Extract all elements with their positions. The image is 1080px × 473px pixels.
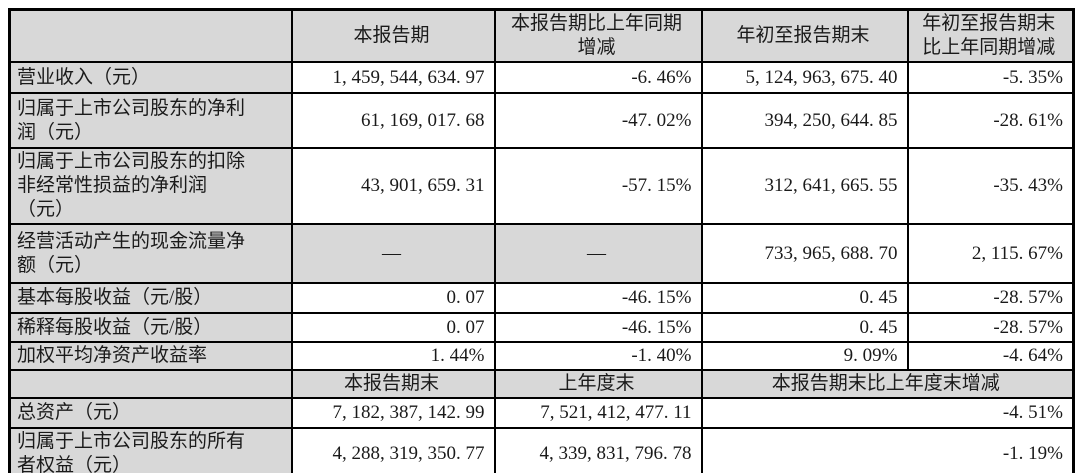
header-row-period-end: 本报告期末 上年度末 本报告期末比上年度末增减: [8, 369, 1075, 399]
cell-current: 61, 169, 017. 68: [290, 92, 496, 149]
cell-ytd-yoy-change: -35. 43%: [906, 147, 1075, 225]
row-label: 基本每股收益（元/股）: [8, 282, 293, 314]
cell-ytd-yoy-change: -28. 57%: [906, 282, 1075, 314]
header-row-period: 本报告期 本报告期比上年同期 增减 年初至报告期末 年初至报告期末 比上年同期增…: [8, 8, 1075, 63]
row-label: 归属于上市公司股东的所有 者权益（元）: [8, 427, 293, 473]
cell-ytd: 9. 09%: [700, 341, 909, 371]
cell-ytd-yoy-change: -28. 57%: [906, 312, 1075, 343]
cell-yoy-change: -6. 46%: [493, 61, 703, 94]
cell-current: 0. 07: [290, 312, 496, 343]
corner-cell: [8, 369, 293, 399]
cell-yoy-change: -46. 15%: [493, 312, 703, 343]
cell-yoy-change: -1. 40%: [493, 341, 703, 371]
table-row-diluted-eps: 稀释每股收益（元/股） 0. 07 -46. 15% 0. 45 -28. 57…: [8, 312, 1075, 343]
cell-ytd: 5, 124, 963, 675. 40: [700, 61, 909, 94]
cell-ytd-yoy-change: -4. 64%: [906, 341, 1075, 371]
table-row-basic-eps: 基本每股收益（元/股） 0. 07 -46. 15% 0. 45 -28. 57…: [8, 282, 1075, 314]
row-label: 经营活动产生的现金流量净 额（元）: [8, 223, 293, 284]
cell-ytd: 394, 250, 644. 85: [700, 92, 909, 149]
cell-ytd: 0. 45: [700, 282, 909, 314]
cell-ytd: 733, 965, 688. 70: [700, 223, 909, 284]
cell-prior-year-end: 7, 521, 412, 477. 11: [493, 397, 703, 429]
cell-ytd: 312, 641, 665. 55: [700, 147, 909, 225]
cell-period-end-change: -1. 19%: [700, 427, 1075, 473]
cell-ytd: 0. 45: [700, 312, 909, 343]
cell-ytd-yoy-change: -28. 61%: [906, 92, 1075, 149]
col-header-ytd-yoy-change: 年初至报告期末 比上年同期增减: [906, 8, 1075, 63]
cell-yoy-change: -47. 02%: [493, 92, 703, 149]
table-row-total-assets: 总资产（元） 7, 182, 387, 142. 99 7, 521, 412,…: [8, 397, 1075, 429]
col-header-prior-year-end: 上年度末: [493, 369, 703, 399]
row-label: 营业收入（元）: [8, 61, 293, 94]
cell-current: 1. 44%: [290, 341, 496, 371]
row-label: 稀释每股收益（元/股）: [8, 312, 293, 343]
cell-yoy-change: -57. 15%: [493, 147, 703, 225]
corner-cell: [8, 8, 293, 63]
cell-yoy-change-dash: —: [493, 223, 703, 284]
table-row-net-profit: 归属于上市公司股东的净利 润（元） 61, 169, 017. 68 -47. …: [8, 92, 1075, 149]
row-label: 归属于上市公司股东的扣除 非经常性损益的净利润 （元）: [8, 147, 293, 225]
financial-indicators-table: 本报告期 本报告期比上年同期 增减 年初至报告期末 年初至报告期末 比上年同期增…: [8, 8, 1075, 473]
row-label: 归属于上市公司股东的净利 润（元）: [8, 92, 293, 149]
cell-ytd-yoy-change: -5. 35%: [906, 61, 1075, 94]
cell-period-end-change: -4. 51%: [700, 397, 1075, 429]
cell-current: 43, 901, 659. 31: [290, 147, 496, 225]
col-header-ytd: 年初至报告期末: [700, 8, 909, 63]
table-row-revenue: 营业收入（元） 1, 459, 544, 634. 97 -6. 46% 5, …: [8, 61, 1075, 94]
table-row-net-profit-excl-nonrecurring: 归属于上市公司股东的扣除 非经常性损益的净利润 （元） 43, 901, 659…: [8, 147, 1075, 225]
cell-yoy-change: -46. 15%: [493, 282, 703, 314]
col-header-period-end: 本报告期末: [290, 369, 496, 399]
cell-current: 0. 07: [290, 282, 496, 314]
cell-current-dash: —: [290, 223, 496, 284]
col-header-period-end-change: 本报告期末比上年度末增减: [700, 369, 1075, 399]
table-row-owners-equity: 归属于上市公司股东的所有 者权益（元） 4, 288, 319, 350. 77…: [8, 427, 1075, 473]
cell-ytd-yoy-change: 2, 115. 67%: [906, 223, 1075, 284]
col-header-current-period: 本报告期: [290, 8, 496, 63]
cell-period-end: 4, 288, 319, 350. 77: [290, 427, 496, 473]
cell-prior-year-end: 4, 339, 831, 796. 78: [493, 427, 703, 473]
col-header-yoy-change: 本报告期比上年同期 增减: [493, 8, 703, 63]
row-label: 总资产（元）: [8, 397, 293, 429]
table-row-operating-cash-flow: 经营活动产生的现金流量净 额（元） — — 733, 965, 688. 70 …: [8, 223, 1075, 284]
table-row-weighted-avg-roe: 加权平均净资产收益率 1. 44% -1. 40% 9. 09% -4. 64%: [8, 341, 1075, 371]
cell-period-end: 7, 182, 387, 142. 99: [290, 397, 496, 429]
row-label: 加权平均净资产收益率: [8, 341, 293, 371]
cell-current: 1, 459, 544, 634. 97: [290, 61, 496, 94]
